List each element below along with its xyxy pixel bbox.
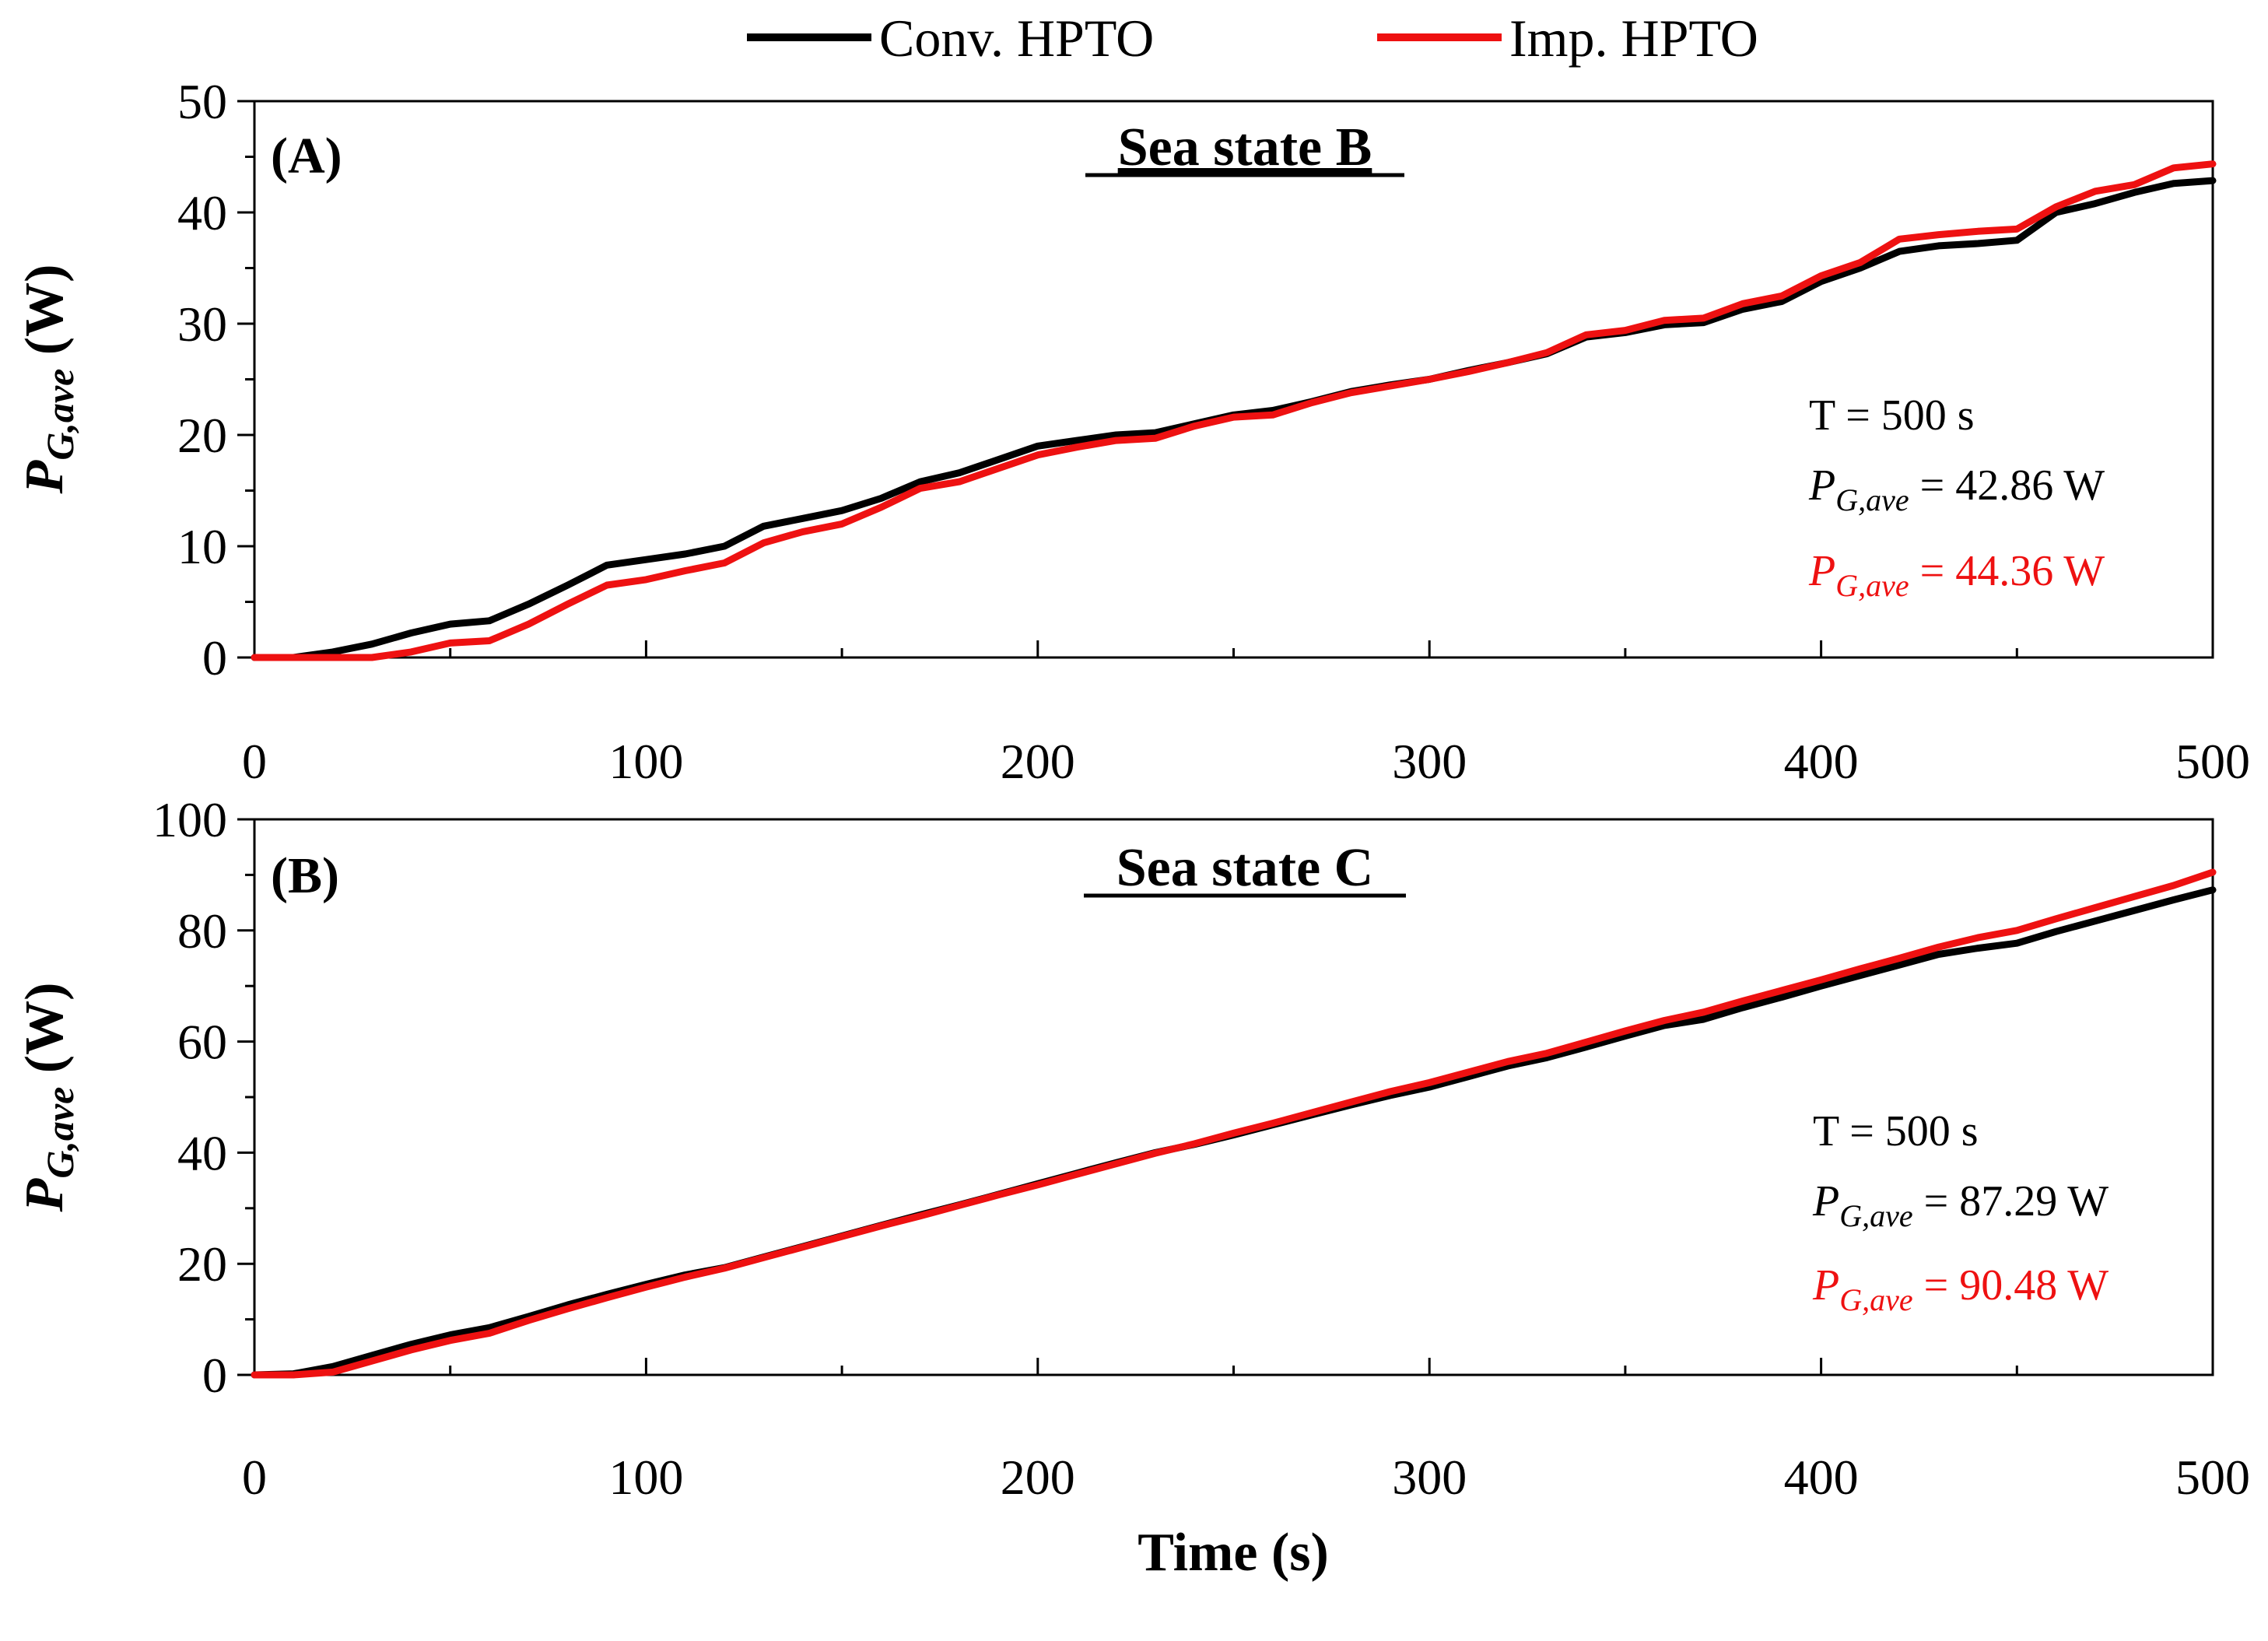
panel-a-xtick-label-0: 0 [242, 734, 267, 789]
panel-a-tag: (A) [271, 128, 342, 184]
svg-text:PG,ave= 87.29 W: PG,ave = 87.29 W [1812, 1177, 2109, 1233]
panel-a-frame [253, 100, 2214, 659]
panel-b-xtick-label-400: 400 [1784, 1450, 1859, 1505]
panel-b-xtick-label-200: 200 [1001, 1450, 1075, 1505]
panel-a-xtick-label-400: 400 [1784, 734, 1859, 789]
panel-b-ytick-label-40: 40 [177, 1125, 227, 1180]
panel-a-xticks: 0 100 200 300 400 500 [242, 640, 2250, 789]
panel-a-ytick-label-40: 40 [177, 185, 227, 240]
panel-a-yticks: 0 10 20 30 40 50 [177, 74, 254, 686]
legend-label-conv: Conv. HPTO [879, 9, 1154, 68]
panel-a-xtick-label-500: 500 [2175, 734, 2250, 789]
panel-b-anno-conv-sub: G,ave [1839, 1198, 1912, 1233]
panel-b-anno-imp-p: P [1812, 1261, 1839, 1310]
panel-a-ylabel: PG,ave (W) [15, 265, 82, 495]
panel-b-ylabel-sub: G,ave [38, 1087, 82, 1179]
panel-b-anno-imp-sub: G,ave [1839, 1282, 1912, 1317]
panel-a-anno-imp-sub: G,ave [1835, 568, 1909, 603]
panel-a-anno-t: T = 500 s [1809, 391, 1975, 440]
panel-a-ytick-label-50: 50 [177, 74, 227, 129]
panel-b-ylabel: PG,ave (W) [15, 983, 82, 1213]
panel-b-anno-t: T = 500 s [1813, 1107, 1979, 1155]
svg-text:PG,ave (W): PG,ave (W) [15, 265, 82, 495]
svg-text:PG,ave= 42.86 W: PG,ave = 42.86 W [1808, 461, 2105, 517]
panel-a-annotation: T = 500 s PG,ave = 42.86 W PG,ave = 44.36 … [1808, 391, 2105, 603]
panel-b-ytick-label-60: 60 [177, 1015, 227, 1070]
legend-label-imp: Imp. HPTO [1509, 9, 1758, 68]
panel-b-ytick-label-100: 100 [152, 792, 227, 847]
panel-a-ytick-label-30: 30 [177, 296, 227, 352]
x-axis-label: Time (s) [1138, 1523, 1329, 1583]
panel-b: 0 20 40 60 80 100 0 100 200 300 400 500 (B) Sea st… [15, 792, 2250, 1505]
panel-a-xtick-label-300: 300 [1392, 734, 1467, 789]
panel-a-xtick-label-200: 200 [1001, 734, 1075, 789]
panel-a-anno-conv-sub: G,ave [1835, 482, 1909, 517]
panel-a-ylabel-unit: (W) [15, 265, 75, 369]
svg-text:PG,ave= 44.36 W: PG,ave = 44.36 W [1808, 547, 2105, 603]
svg-text:PG,ave (W): PG,ave (W) [15, 983, 82, 1213]
panel-a-xtick-label-100: 100 [608, 734, 683, 789]
panel-b-ytick-label-20: 20 [177, 1236, 227, 1292]
panel-b-xtick-label-0: 0 [242, 1450, 267, 1505]
panel-b-xtick-label-300: 300 [1392, 1450, 1467, 1505]
panel-a-anno-imp-p: P [1808, 547, 1835, 595]
panel-a-ytick-label-10: 10 [177, 519, 227, 574]
panel-b-xtick-label-500: 500 [2175, 1450, 2250, 1505]
legend: Conv. HPTO Imp. HPTO [747, 9, 1758, 68]
panel-a-title: Sea state B [1118, 117, 1372, 177]
panel-a-anno-conv-value: = 42.86 W [1920, 461, 2105, 510]
panel-a-lines [251, 160, 2217, 661]
panel-b-yticks: 0 20 40 60 80 100 [152, 792, 254, 1403]
panel-b-ylabel-main: P [15, 1177, 75, 1212]
panel-b-anno-conv-value: = 87.29 W [1924, 1177, 2109, 1225]
panel-b-anno-imp-value: = 90.48 W [1924, 1261, 2109, 1310]
panel-a-ylabel-sub: G,ave [38, 369, 82, 461]
panel-a-anno-conv-p: P [1808, 461, 1835, 510]
panel-b-xtick-label-100: 100 [608, 1450, 683, 1505]
panel-b-title: Sea state C [1116, 838, 1373, 898]
panel-b-series-imp-hpto [251, 868, 2217, 1379]
panel-b-annotation: T = 500 s PG,ave = 87.29 W PG,ave = 90.48 … [1812, 1107, 2109, 1317]
svg-text:PG,ave= 90.48 W: PG,ave = 90.48 W [1812, 1261, 2109, 1317]
panel-a-anno-imp-value: = 44.36 W [1920, 547, 2105, 595]
panel-a-ylabel-main: P [15, 459, 75, 494]
panel-b-ylabel-unit: (W) [15, 983, 75, 1087]
panel-a: 0 10 20 30 40 50 0 100 200 300 400 500 (A) Sea sta… [15, 74, 2250, 789]
panel-a-ytick-label-0: 0 [202, 630, 227, 686]
panel-a-ytick-label-20: 20 [177, 408, 227, 463]
panel-b-tag: (B) [271, 847, 339, 904]
panel-a-series-imp-hpto [251, 160, 2217, 661]
panel-b-lines [251, 868, 2217, 1379]
panel-b-anno-conv-p: P [1812, 1177, 1839, 1225]
panel-b-ytick-label-80: 80 [177, 903, 227, 959]
panel-b-xticks: 0 100 200 300 400 500 [242, 1358, 2250, 1505]
panel-b-frame [253, 818, 2214, 1376]
panel-b-ytick-label-0: 0 [202, 1348, 227, 1403]
